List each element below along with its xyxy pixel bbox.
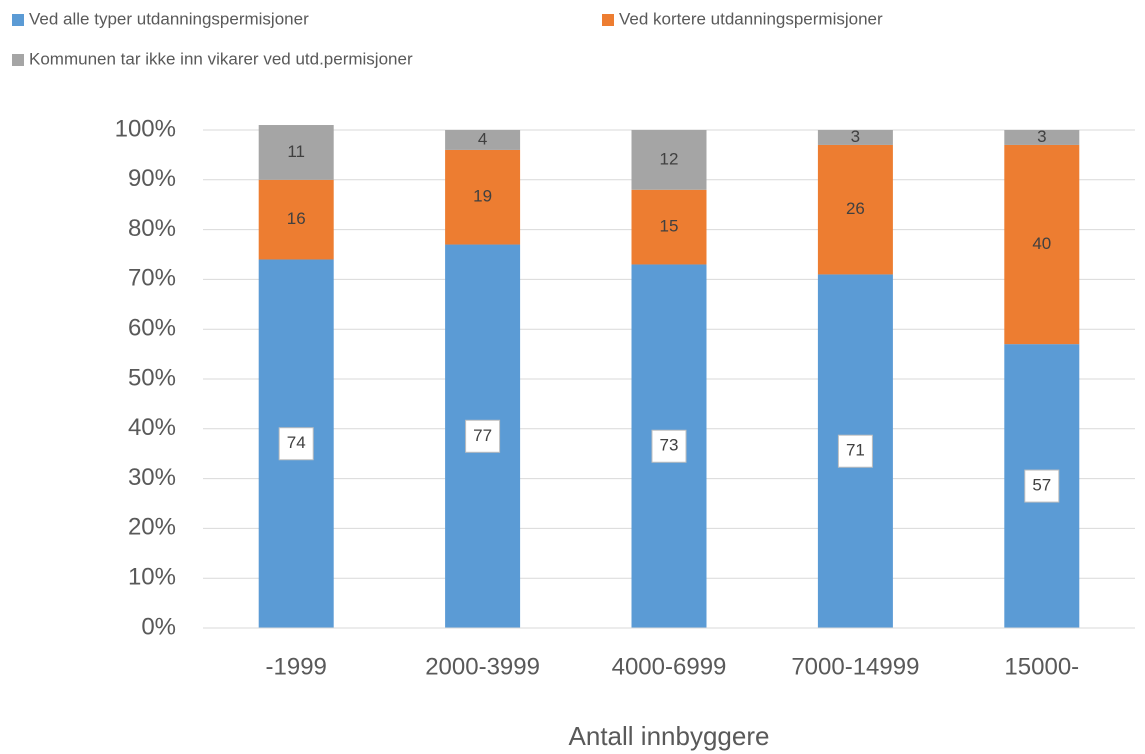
legend-label: Ved kortere utdanningspermisjoner bbox=[619, 9, 883, 28]
legend-label: Ved alle typer utdanningspermisjoner bbox=[29, 9, 309, 28]
x-tick-label: 15000- bbox=[1004, 653, 1079, 680]
data-label-box bbox=[278, 427, 314, 461]
legend-swatch bbox=[602, 14, 614, 26]
data-label-box bbox=[651, 429, 687, 463]
data-label: 3 bbox=[1037, 127, 1046, 146]
data-label: 26 bbox=[846, 199, 865, 218]
data-label: 73 bbox=[660, 436, 679, 455]
x-axis-title: Antall innbyggere bbox=[569, 721, 770, 751]
y-tick-label: 60% bbox=[128, 315, 176, 342]
data-label: 11 bbox=[287, 142, 305, 161]
data-label: 40 bbox=[1032, 234, 1051, 253]
bar-segment bbox=[258, 125, 334, 180]
data-label: 3 bbox=[851, 127, 860, 146]
x-tick-label: 4000-6999 bbox=[612, 653, 727, 680]
data-label-box bbox=[837, 434, 873, 468]
data-label: 12 bbox=[660, 149, 679, 168]
y-tick-label: 80% bbox=[128, 215, 176, 242]
y-tick-label: 90% bbox=[128, 165, 176, 192]
data-label: 4 bbox=[478, 129, 487, 148]
y-tick-label: 10% bbox=[128, 564, 176, 591]
y-tick-label: 40% bbox=[128, 414, 176, 441]
bar-segment bbox=[445, 149, 521, 245]
y-tick-label: 20% bbox=[128, 514, 176, 541]
data-label: 71 bbox=[846, 441, 865, 460]
data-label: 16 bbox=[287, 209, 306, 228]
y-tick-label: 30% bbox=[128, 464, 176, 491]
x-tick-label: 7000-14999 bbox=[791, 653, 919, 680]
y-tick-label: 70% bbox=[128, 265, 176, 292]
bar-segment bbox=[817, 144, 893, 275]
data-label: 15 bbox=[660, 217, 679, 236]
y-tick-label: 50% bbox=[128, 364, 176, 391]
bar-segment bbox=[1004, 130, 1080, 145]
data-label: 74 bbox=[287, 433, 306, 452]
legend-label: Kommunen tar ikke inn vikarer ved utd.pe… bbox=[29, 49, 413, 68]
data-label-box bbox=[465, 419, 501, 453]
data-label: 77 bbox=[473, 426, 492, 445]
legend-swatch bbox=[12, 14, 24, 26]
x-tick-label: 2000-3999 bbox=[425, 653, 540, 680]
y-tick-label: 100% bbox=[115, 115, 176, 142]
bar-segment bbox=[1004, 144, 1080, 345]
data-label: 19 bbox=[473, 187, 492, 206]
y-tick-label: 0% bbox=[141, 613, 176, 640]
data-label: 57 bbox=[1032, 476, 1051, 495]
bar-segment bbox=[817, 130, 893, 145]
data-label-box bbox=[1024, 469, 1060, 503]
bar-segment bbox=[631, 130, 707, 190]
bar-segment bbox=[631, 189, 707, 265]
bar-segment bbox=[258, 179, 334, 260]
legend-swatch bbox=[12, 54, 24, 66]
x-tick-label: -1999 bbox=[266, 653, 327, 680]
bar-segment bbox=[445, 130, 521, 150]
